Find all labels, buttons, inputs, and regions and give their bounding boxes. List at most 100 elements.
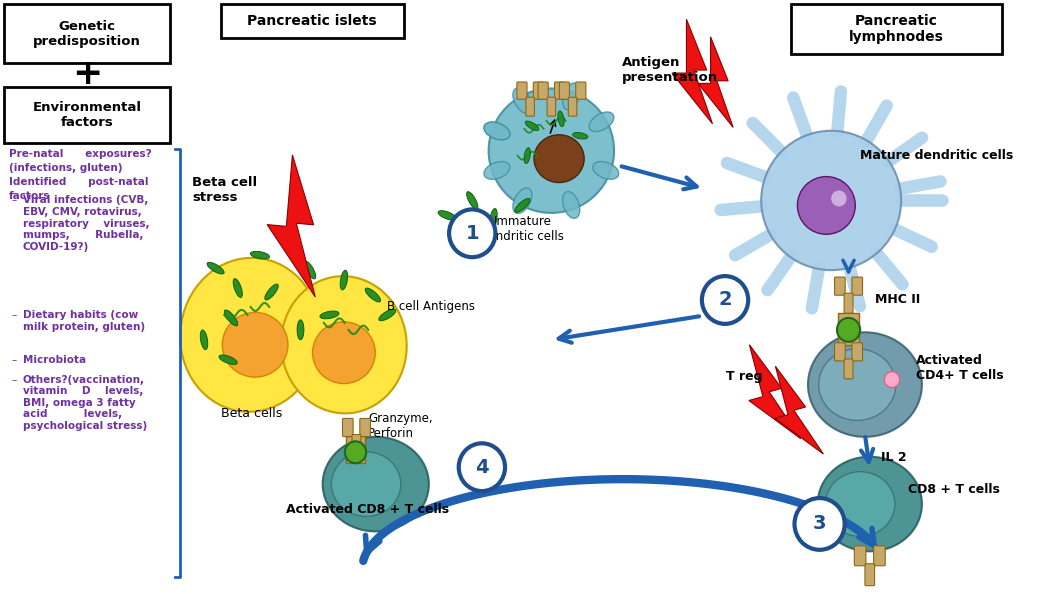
Ellipse shape (340, 270, 348, 290)
Ellipse shape (265, 284, 279, 300)
Ellipse shape (365, 288, 381, 302)
Text: –: – (11, 310, 17, 320)
Text: Pre-natal      exposures?: Pre-natal exposures? (9, 148, 151, 159)
Ellipse shape (490, 208, 497, 228)
Text: –: – (11, 195, 17, 206)
FancyBboxPatch shape (874, 546, 885, 565)
Text: Beta cell
stress: Beta cell stress (192, 176, 258, 204)
Ellipse shape (563, 191, 579, 219)
Ellipse shape (331, 452, 401, 516)
Text: Environmental
factors: Environmental factors (32, 101, 142, 129)
Text: IL 2: IL 2 (881, 451, 907, 464)
Text: Genetic
predisposition: Genetic predisposition (33, 20, 141, 48)
FancyBboxPatch shape (221, 4, 404, 38)
Polygon shape (672, 19, 712, 124)
Text: 1: 1 (466, 224, 479, 243)
Ellipse shape (312, 322, 375, 384)
Text: Immature
dendritic cells: Immature dendritic cells (481, 216, 564, 244)
Circle shape (884, 372, 900, 387)
Ellipse shape (808, 332, 922, 437)
FancyBboxPatch shape (517, 82, 527, 99)
FancyBboxPatch shape (4, 87, 170, 143)
Text: (infections, gluten): (infections, gluten) (9, 163, 122, 173)
Ellipse shape (222, 312, 288, 377)
Circle shape (702, 276, 749, 324)
Text: –: – (11, 355, 17, 365)
Circle shape (345, 441, 366, 463)
Ellipse shape (207, 263, 224, 274)
Ellipse shape (524, 148, 530, 163)
Text: –: – (11, 375, 17, 385)
Text: Viral infections (CVB,
EBV, CMV, rotavirus,
respiratory    viruses,
mumps,      : Viral infections (CVB, EBV, CMV, rotavir… (23, 195, 149, 252)
Text: T reg: T reg (726, 369, 762, 383)
Ellipse shape (798, 176, 855, 234)
Polygon shape (775, 366, 824, 454)
Circle shape (831, 191, 847, 207)
FancyBboxPatch shape (838, 313, 859, 345)
Circle shape (458, 443, 505, 491)
Ellipse shape (761, 131, 901, 270)
Ellipse shape (224, 310, 238, 326)
Ellipse shape (181, 258, 321, 412)
Ellipse shape (484, 122, 509, 140)
FancyBboxPatch shape (834, 277, 846, 295)
FancyBboxPatch shape (547, 97, 555, 116)
Text: Beta cells: Beta cells (221, 407, 283, 421)
FancyBboxPatch shape (554, 82, 565, 99)
Text: Others?(vaccination,
vitamin    D    levels,
BMI, omega 3 fatty
acid          le: Others?(vaccination, vitamin D levels, B… (23, 375, 147, 431)
Ellipse shape (589, 112, 614, 132)
Ellipse shape (484, 162, 509, 179)
Ellipse shape (305, 261, 315, 279)
Text: +: + (72, 57, 102, 91)
Ellipse shape (513, 188, 532, 213)
FancyBboxPatch shape (560, 82, 569, 99)
FancyBboxPatch shape (845, 293, 853, 313)
FancyBboxPatch shape (852, 277, 862, 295)
Polygon shape (267, 155, 315, 297)
FancyBboxPatch shape (834, 343, 846, 361)
FancyBboxPatch shape (845, 359, 853, 379)
FancyBboxPatch shape (864, 564, 875, 586)
Text: B cell Antigens: B cell Antigens (387, 300, 475, 313)
Text: Identified      post-natal: Identified post-natal (9, 176, 148, 187)
FancyBboxPatch shape (342, 418, 353, 437)
Ellipse shape (489, 89, 614, 213)
Ellipse shape (319, 311, 339, 319)
FancyBboxPatch shape (4, 4, 170, 63)
Text: Mature dendritic cells: Mature dendritic cells (860, 149, 1014, 162)
Text: 2: 2 (718, 290, 732, 309)
Text: 3: 3 (813, 514, 827, 533)
FancyBboxPatch shape (854, 546, 865, 565)
Ellipse shape (513, 88, 532, 113)
Text: 4: 4 (475, 458, 489, 477)
Text: Activated CD8 + T cells: Activated CD8 + T cells (286, 503, 449, 516)
Ellipse shape (219, 355, 237, 365)
Ellipse shape (593, 162, 619, 179)
Ellipse shape (515, 198, 530, 213)
Ellipse shape (533, 135, 585, 182)
Circle shape (837, 318, 860, 342)
Text: Pancreatic
lymphnodes: Pancreatic lymphnodes (849, 14, 944, 45)
FancyBboxPatch shape (360, 418, 371, 437)
Text: MHC II: MHC II (875, 293, 920, 307)
Ellipse shape (557, 111, 564, 127)
Text: factors: factors (9, 191, 50, 201)
Ellipse shape (438, 211, 456, 220)
FancyBboxPatch shape (790, 4, 1002, 54)
Text: Dietary habits (cow
milk protein, gluten): Dietary habits (cow milk protein, gluten… (23, 310, 145, 331)
Text: Activated
CD4+ T cells: Activated CD4+ T cells (916, 353, 1003, 382)
Ellipse shape (251, 251, 269, 259)
Text: Antigen
presentation: Antigen presentation (622, 56, 718, 84)
FancyBboxPatch shape (352, 435, 361, 454)
Polygon shape (749, 345, 801, 439)
Ellipse shape (233, 279, 242, 298)
Text: CD8 + T cells: CD8 + T cells (908, 482, 1000, 495)
FancyBboxPatch shape (538, 82, 548, 99)
FancyBboxPatch shape (568, 97, 577, 116)
Ellipse shape (379, 309, 396, 321)
Ellipse shape (298, 320, 304, 340)
Ellipse shape (563, 83, 579, 110)
Ellipse shape (467, 192, 478, 209)
Ellipse shape (525, 121, 539, 131)
FancyBboxPatch shape (526, 97, 535, 116)
